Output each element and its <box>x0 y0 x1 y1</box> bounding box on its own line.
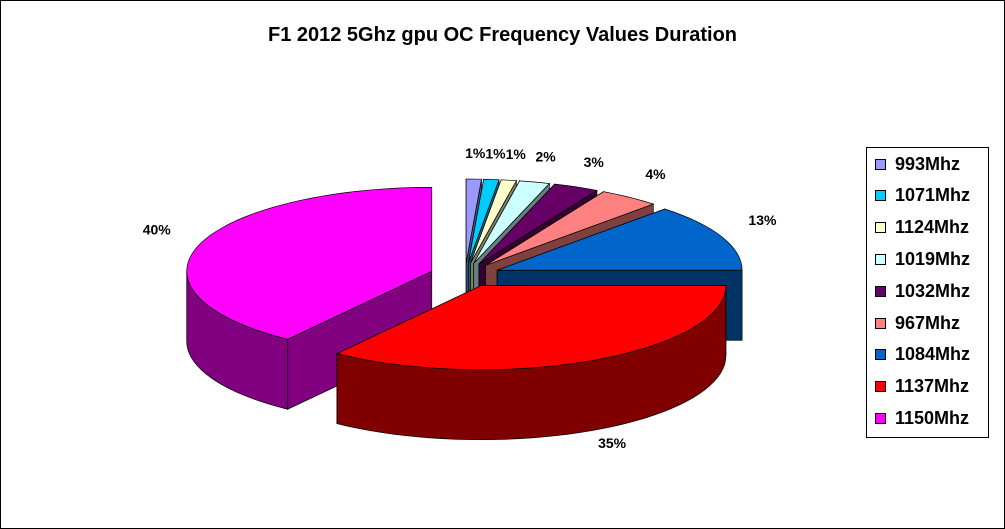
legend-item: 1019Mhz <box>875 247 970 271</box>
pie-label-1137Mhz: 35% <box>598 435 627 451</box>
legend-swatch <box>875 381 886 393</box>
legend-item: 1150Mhz <box>875 406 969 430</box>
legend-label: 1071Mhz <box>895 185 971 206</box>
legend-item: 1124Mhz <box>875 216 969 240</box>
legend-swatch <box>875 222 886 234</box>
legend-label: 1150Mhz <box>895 407 970 428</box>
pie-slice-1019Mhz <box>473 180 551 264</box>
pie-slice-967Mhz <box>485 191 655 266</box>
legend-label: 1124Mhz <box>895 217 970 238</box>
pie-label-1124Mhz: 1% <box>506 146 527 162</box>
pie-label-1019Mhz: 2% <box>535 148 556 164</box>
chart-title: F1 2012 5Ghz gpu OC Frequency Values Dur… <box>267 24 737 46</box>
legend-item: 1137Mhz <box>875 375 969 399</box>
legend-label: 1084Mhz <box>895 344 971 365</box>
pie-label-993Mhz: 1% <box>465 145 486 161</box>
legend-swatch <box>875 158 886 170</box>
legend-swatch <box>875 412 886 424</box>
legend-swatch <box>875 190 886 202</box>
pie-slice-1071Mhz <box>467 178 500 264</box>
pie-slice-1032Mhz <box>478 183 598 265</box>
pie-label-1032Mhz: 3% <box>584 154 605 170</box>
legend-item: 1084Mhz <box>875 343 970 367</box>
pie-slice-1084Mhz <box>497 208 743 271</box>
legend-swatch <box>875 285 886 297</box>
pie-slice-1124Mhz <box>470 179 517 264</box>
pie-label-1071Mhz: 1% <box>485 145 506 161</box>
legend-swatch <box>875 317 886 329</box>
pie-slice-1150Mhz <box>186 186 433 340</box>
legend-label: 1032Mhz <box>895 280 971 301</box>
pie-slice-1137Mhz <box>335 285 727 371</box>
legend-item: 993Mhz <box>875 152 960 176</box>
legend: 993Mhz 1071Mhz 1124Mhz 1019Mhz 1032Mhz 967Mhz… <box>866 147 989 438</box>
legend-swatch <box>875 349 886 361</box>
pie-label-1150Mhz: 40% <box>143 222 172 238</box>
legend-item: 967Mhz <box>875 311 960 335</box>
pie-slice-993Mhz <box>465 178 482 264</box>
legend-label: 1137Mhz <box>895 376 970 397</box>
pie-label-1084Mhz: 13% <box>748 212 777 228</box>
legend-label: 993Mhz <box>895 153 961 174</box>
legend-label: 967Mhz <box>895 312 961 333</box>
legend-label: 1019Mhz <box>895 248 971 269</box>
pie-label-967Mhz: 4% <box>645 166 666 182</box>
legend-swatch <box>875 253 886 265</box>
legend-item: 1071Mhz <box>875 184 970 208</box>
legend-item: 1032Mhz <box>875 279 970 303</box>
